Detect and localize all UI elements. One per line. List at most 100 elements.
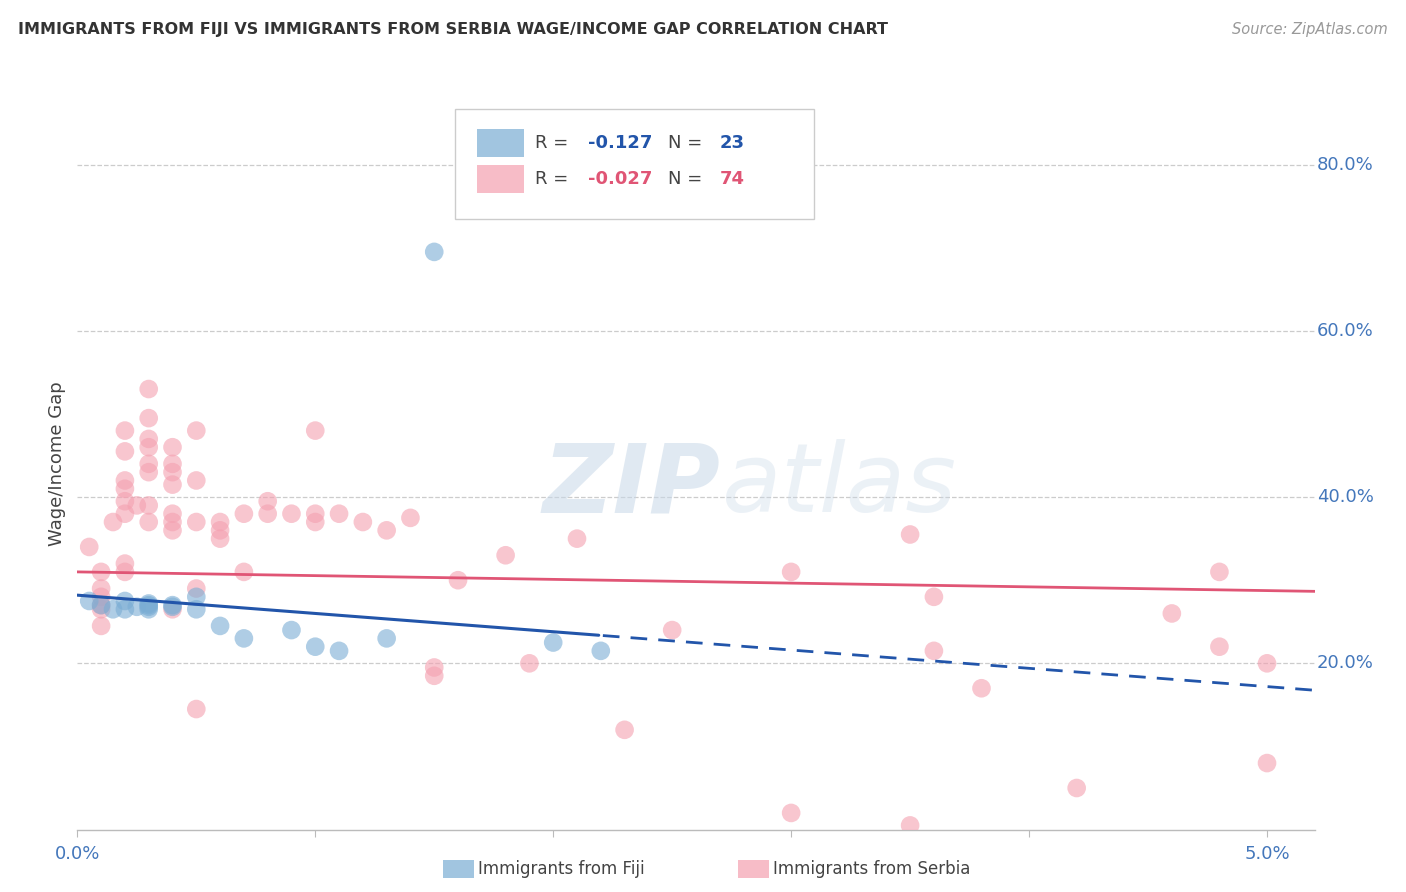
Point <box>162 477 184 491</box>
Point <box>114 444 136 458</box>
Point <box>232 565 254 579</box>
Text: atlas: atlas <box>721 439 956 533</box>
Point <box>1256 657 1278 671</box>
Text: N =: N = <box>668 134 707 152</box>
Point <box>186 582 208 596</box>
Text: IMMIGRANTS FROM FIJI VS IMMIGRANTS FROM SERBIA WAGE/INCOME GAP CORRELATION CHART: IMMIGRANTS FROM FIJI VS IMMIGRANTS FROM … <box>18 22 889 37</box>
Text: 60.0%: 60.0% <box>1317 322 1374 340</box>
Point <box>114 424 136 438</box>
Point <box>138 432 160 446</box>
Point <box>613 723 636 737</box>
Point <box>90 602 112 616</box>
Point <box>304 424 326 438</box>
Point <box>280 623 302 637</box>
Text: Immigrants from Serbia: Immigrants from Serbia <box>773 860 970 878</box>
Point <box>970 681 993 696</box>
Text: 80.0%: 80.0% <box>1317 155 1374 174</box>
Point <box>138 382 160 396</box>
Point <box>519 657 541 671</box>
Point <box>90 598 112 612</box>
Point <box>304 507 326 521</box>
Point <box>589 644 612 658</box>
Point <box>114 482 136 496</box>
Point <box>77 540 100 554</box>
Point <box>138 457 160 471</box>
Point <box>90 582 112 596</box>
Point <box>328 507 350 521</box>
Point <box>186 474 208 488</box>
Y-axis label: Wage/Income Gap: Wage/Income Gap <box>48 382 66 546</box>
Point <box>375 524 398 538</box>
Point <box>1160 607 1182 621</box>
Point <box>162 440 184 454</box>
Text: 20.0%: 20.0% <box>1317 655 1374 673</box>
FancyBboxPatch shape <box>477 165 524 194</box>
Point <box>447 573 470 587</box>
Point <box>162 598 184 612</box>
Point <box>1208 565 1230 579</box>
Text: -0.027: -0.027 <box>588 170 652 188</box>
FancyBboxPatch shape <box>477 128 524 157</box>
Text: 40.0%: 40.0% <box>1317 488 1374 506</box>
Point <box>186 424 208 438</box>
Point <box>780 565 803 579</box>
Point <box>138 465 160 479</box>
Point <box>90 598 112 612</box>
Point <box>77 594 100 608</box>
Point <box>780 805 803 820</box>
Text: R =: R = <box>536 134 574 152</box>
Point <box>114 507 136 521</box>
Point <box>101 602 124 616</box>
Point <box>280 507 302 521</box>
Point <box>209 524 232 538</box>
Point <box>898 527 921 541</box>
Text: Immigrants from Fiji: Immigrants from Fiji <box>478 860 645 878</box>
Point <box>209 619 232 633</box>
Point <box>898 818 921 832</box>
Point <box>304 515 326 529</box>
Point <box>162 599 184 614</box>
Text: 74: 74 <box>720 170 745 188</box>
Point <box>125 599 148 614</box>
Point <box>661 623 683 637</box>
Point <box>375 632 398 646</box>
Text: ZIP: ZIP <box>543 439 721 533</box>
Point <box>423 669 446 683</box>
Point <box>90 619 112 633</box>
Point <box>101 515 124 529</box>
Point <box>565 532 588 546</box>
Point <box>162 524 184 538</box>
Point <box>162 465 184 479</box>
Point <box>922 590 945 604</box>
Point <box>352 515 374 529</box>
Point <box>186 515 208 529</box>
Point <box>114 565 136 579</box>
Point <box>256 494 278 508</box>
Point <box>138 411 160 425</box>
Point <box>90 590 112 604</box>
Point <box>1066 780 1088 795</box>
Point <box>138 499 160 513</box>
Point <box>186 602 208 616</box>
Point <box>186 702 208 716</box>
Point <box>138 515 160 529</box>
Point <box>232 507 254 521</box>
Point <box>114 494 136 508</box>
Point <box>209 515 232 529</box>
Point <box>232 632 254 646</box>
Point <box>114 474 136 488</box>
Point <box>541 635 564 649</box>
Text: Source: ZipAtlas.com: Source: ZipAtlas.com <box>1232 22 1388 37</box>
FancyBboxPatch shape <box>454 109 814 219</box>
Point <box>186 590 208 604</box>
Point <box>90 565 112 579</box>
Point <box>162 457 184 471</box>
Point <box>304 640 326 654</box>
Point <box>138 440 160 454</box>
Point <box>1208 640 1230 654</box>
Point <box>138 597 160 611</box>
Point <box>495 548 517 563</box>
Point <box>423 660 446 674</box>
Text: R =: R = <box>536 170 574 188</box>
Point <box>399 511 422 525</box>
